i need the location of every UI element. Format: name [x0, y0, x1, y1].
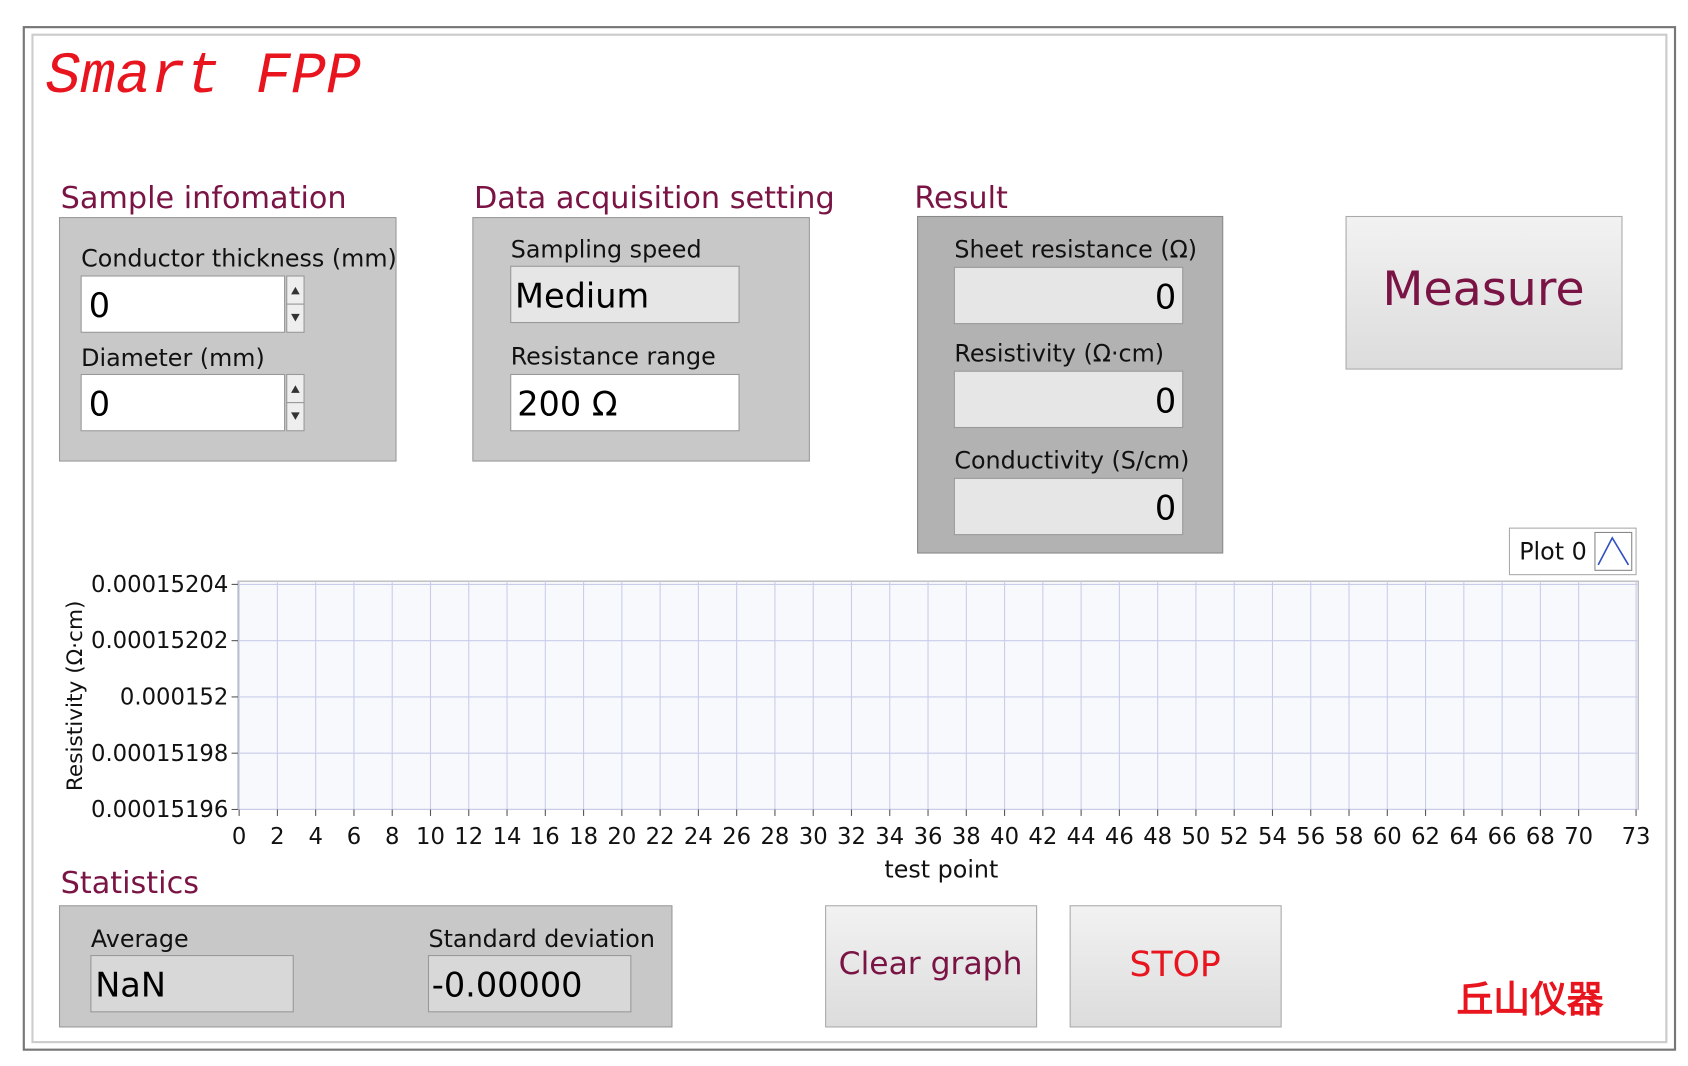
field-box[interactable] — [510, 265, 740, 324]
field-box — [90, 954, 294, 1013]
button-face[interactable] — [825, 905, 1038, 1028]
section-heading: Sample infomation — [61, 181, 347, 216]
x-tick-label: 70 — [1564, 824, 1593, 850]
y-tick-label: 0.00015196 — [91, 797, 228, 823]
y-tick-label: 0.00015202 — [91, 628, 228, 654]
field-label: Resistivity (Ω·cm) — [954, 339, 1164, 367]
field-label: Resistance range — [511, 343, 716, 371]
x-tick-label: 2 — [270, 824, 284, 850]
x-tick-label: 22 — [646, 824, 675, 850]
button-face[interactable] — [1069, 905, 1282, 1028]
x-tick-label: 34 — [875, 824, 904, 850]
field-box[interactable] — [80, 373, 286, 432]
x-tick-label: 16 — [531, 824, 560, 850]
x-tick-label: 68 — [1526, 824, 1555, 850]
field-label: Diameter (mm) — [81, 344, 265, 372]
field-value: 0 — [1155, 488, 1176, 527]
x-tick-label: 66 — [1488, 824, 1517, 850]
window-inner — [31, 33, 1668, 1044]
field-label: Sheet resistance (Ω) — [954, 236, 1197, 264]
app-title: Smart FPP — [45, 43, 361, 110]
x-tick-label: 73 — [1622, 824, 1651, 850]
y-axis-label: Resistivity (Ω·cm) — [63, 601, 88, 792]
x-tick-label: 42 — [1028, 824, 1057, 850]
field-label: Conductivity (S/cm) — [954, 447, 1189, 475]
x-tick-label: 24 — [684, 824, 713, 850]
clear-graph-button[interactable]: Clear graph — [825, 905, 1038, 1028]
x-tick-label: 30 — [799, 824, 828, 850]
x-tick-label: 4 — [308, 824, 322, 850]
y-tick-label: 0.000152 — [120, 685, 228, 711]
x-tick-label: 48 — [1143, 824, 1172, 850]
x-axis-label: test point — [884, 856, 998, 884]
arrow-down — [291, 313, 300, 322]
field-value: NaN — [95, 966, 166, 1005]
field-label: Conductor thickness (mm) — [81, 244, 397, 272]
field-label: Standard deviation — [428, 925, 654, 953]
x-tick-label: 64 — [1449, 824, 1478, 850]
field-value: 0 — [1155, 381, 1176, 420]
x-tick-label: 38 — [952, 824, 981, 850]
field-value[interactable]: 0 — [89, 286, 110, 325]
x-tick-label: 20 — [607, 824, 636, 850]
x-tick-label: 50 — [1181, 824, 1210, 850]
x-tick-label: 54 — [1258, 824, 1287, 850]
x-tick-label: 52 — [1220, 824, 1249, 850]
field-box[interactable] — [510, 373, 740, 432]
x-tick-label: 12 — [454, 824, 483, 850]
y-tick-label: 0.00015198 — [91, 741, 228, 767]
legend-line — [1597, 536, 1630, 566]
x-tick-label: 40 — [990, 824, 1019, 850]
x-tick-label: 8 — [385, 824, 399, 850]
legend: Plot 0 — [1508, 527, 1637, 576]
button-label[interactable]: Measure — [1382, 262, 1584, 317]
field-box — [953, 370, 1184, 429]
brand: 丘山仪器 — [1456, 977, 1603, 1021]
button-label[interactable]: Clear graph — [839, 946, 1023, 982]
field-box[interactable] — [80, 275, 286, 333]
measure-button[interactable]: Measure — [1345, 215, 1623, 370]
x-tick-label: 56 — [1296, 824, 1325, 850]
stop-button[interactable]: STOP — [1069, 905, 1282, 1028]
field-box — [953, 477, 1184, 536]
field-value: -0.00000 — [432, 966, 583, 1005]
section-heading: Statistics — [61, 866, 199, 901]
x-tick-label: 36 — [914, 824, 943, 850]
x-tick-label: 6 — [347, 824, 361, 850]
field-label: Sampling speed — [511, 236, 702, 264]
x-tick-label: 60 — [1373, 824, 1402, 850]
legend-label: Plot 0 — [1519, 538, 1587, 566]
section-heading: Data acquisition setting — [474, 181, 835, 216]
field-value[interactable]: Medium — [515, 276, 649, 315]
x-tick-label: 28 — [760, 824, 789, 850]
arrow-up — [291, 286, 300, 295]
arrow-down — [291, 412, 300, 420]
button-label[interactable]: STOP — [1129, 945, 1220, 985]
field-value[interactable]: 200 Ω — [517, 385, 617, 424]
x-tick-label: 0 — [232, 824, 246, 850]
x-tick-label: 18 — [569, 824, 598, 850]
field-value[interactable]: 0 — [89, 385, 110, 424]
x-tick-label: 46 — [1105, 824, 1134, 850]
y-tick-label: 0.00015204 — [91, 572, 228, 598]
field-box — [953, 266, 1184, 325]
section-heading: Result — [914, 181, 1008, 216]
x-tick-label: 44 — [1067, 824, 1096, 850]
x-tick-label: 14 — [493, 824, 522, 850]
plot-area — [237, 580, 1639, 811]
button-face[interactable] — [1345, 215, 1623, 370]
field-label: Average — [91, 925, 189, 953]
x-tick-label: 62 — [1411, 824, 1440, 850]
x-tick-label: 10 — [416, 824, 445, 850]
x-tick-label: 32 — [837, 824, 866, 850]
graph — [237, 580, 1639, 811]
field-value: 0 — [1155, 277, 1176, 316]
x-tick-label: 26 — [722, 824, 751, 850]
x-tick-label: 58 — [1335, 824, 1364, 850]
arrow-up — [291, 385, 300, 393]
field-box — [427, 954, 632, 1013]
